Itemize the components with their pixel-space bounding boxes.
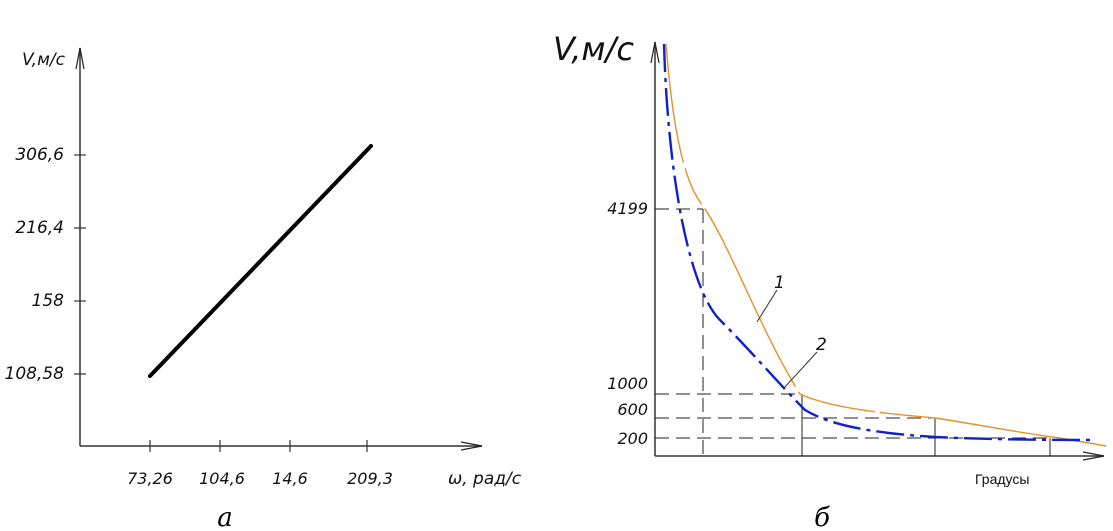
chart-b-series-2-label: 2 [816, 335, 827, 355]
chart-b-caption: б [814, 503, 830, 531]
chart-a-y-tick-label: 216,4 [15, 218, 64, 238]
chart-b-series-1-label: 1 [774, 273, 785, 293]
chart-a: V,м/с 306,6 216,4 158 108,58 73,26 104,6… [5, 48, 522, 531]
chart-b-y-label: V,м/с [553, 30, 634, 68]
chart-a-y-label: V,м/с [22, 50, 66, 70]
chart-b-series-1-curve [665, 43, 1107, 447]
chart-b-series-2-leader [783, 351, 818, 389]
chart-b-series-1-leader [756, 289, 778, 323]
chart-a-x-tick-label: 73,26 [127, 469, 173, 488]
chart-b-y-tick-label: 1000 [607, 374, 648, 393]
chart-a-x-tick-label: 209,3 [347, 469, 393, 488]
chart-b-y-tick-label: 600 [617, 400, 648, 419]
chart-a-y-tick-label: 158 [32, 291, 65, 311]
chart-b-y-tick-label: 200 [617, 429, 648, 448]
chart-a-caption: а [217, 503, 233, 531]
chart-a-series-line [148, 144, 373, 378]
chart-a-x-label: ω, рад/с [448, 469, 522, 489]
chart-a-y-tick-label: 108,58 [5, 364, 65, 384]
chart-b-y-tick-label: 4199 [607, 199, 648, 218]
chart-a-y-tick-label: 306,6 [15, 145, 64, 165]
chart-a-x-tick-label: 104,6 [199, 469, 245, 488]
chart-b-x-label: Градусы [975, 471, 1029, 487]
chart-b: V,м/с 4199 1000 600 200 1 2 Градусы б [553, 30, 1107, 531]
chart-a-x-tick-label: 14,6 [272, 469, 308, 488]
chart-b-series-2-curve [662, 43, 1091, 442]
